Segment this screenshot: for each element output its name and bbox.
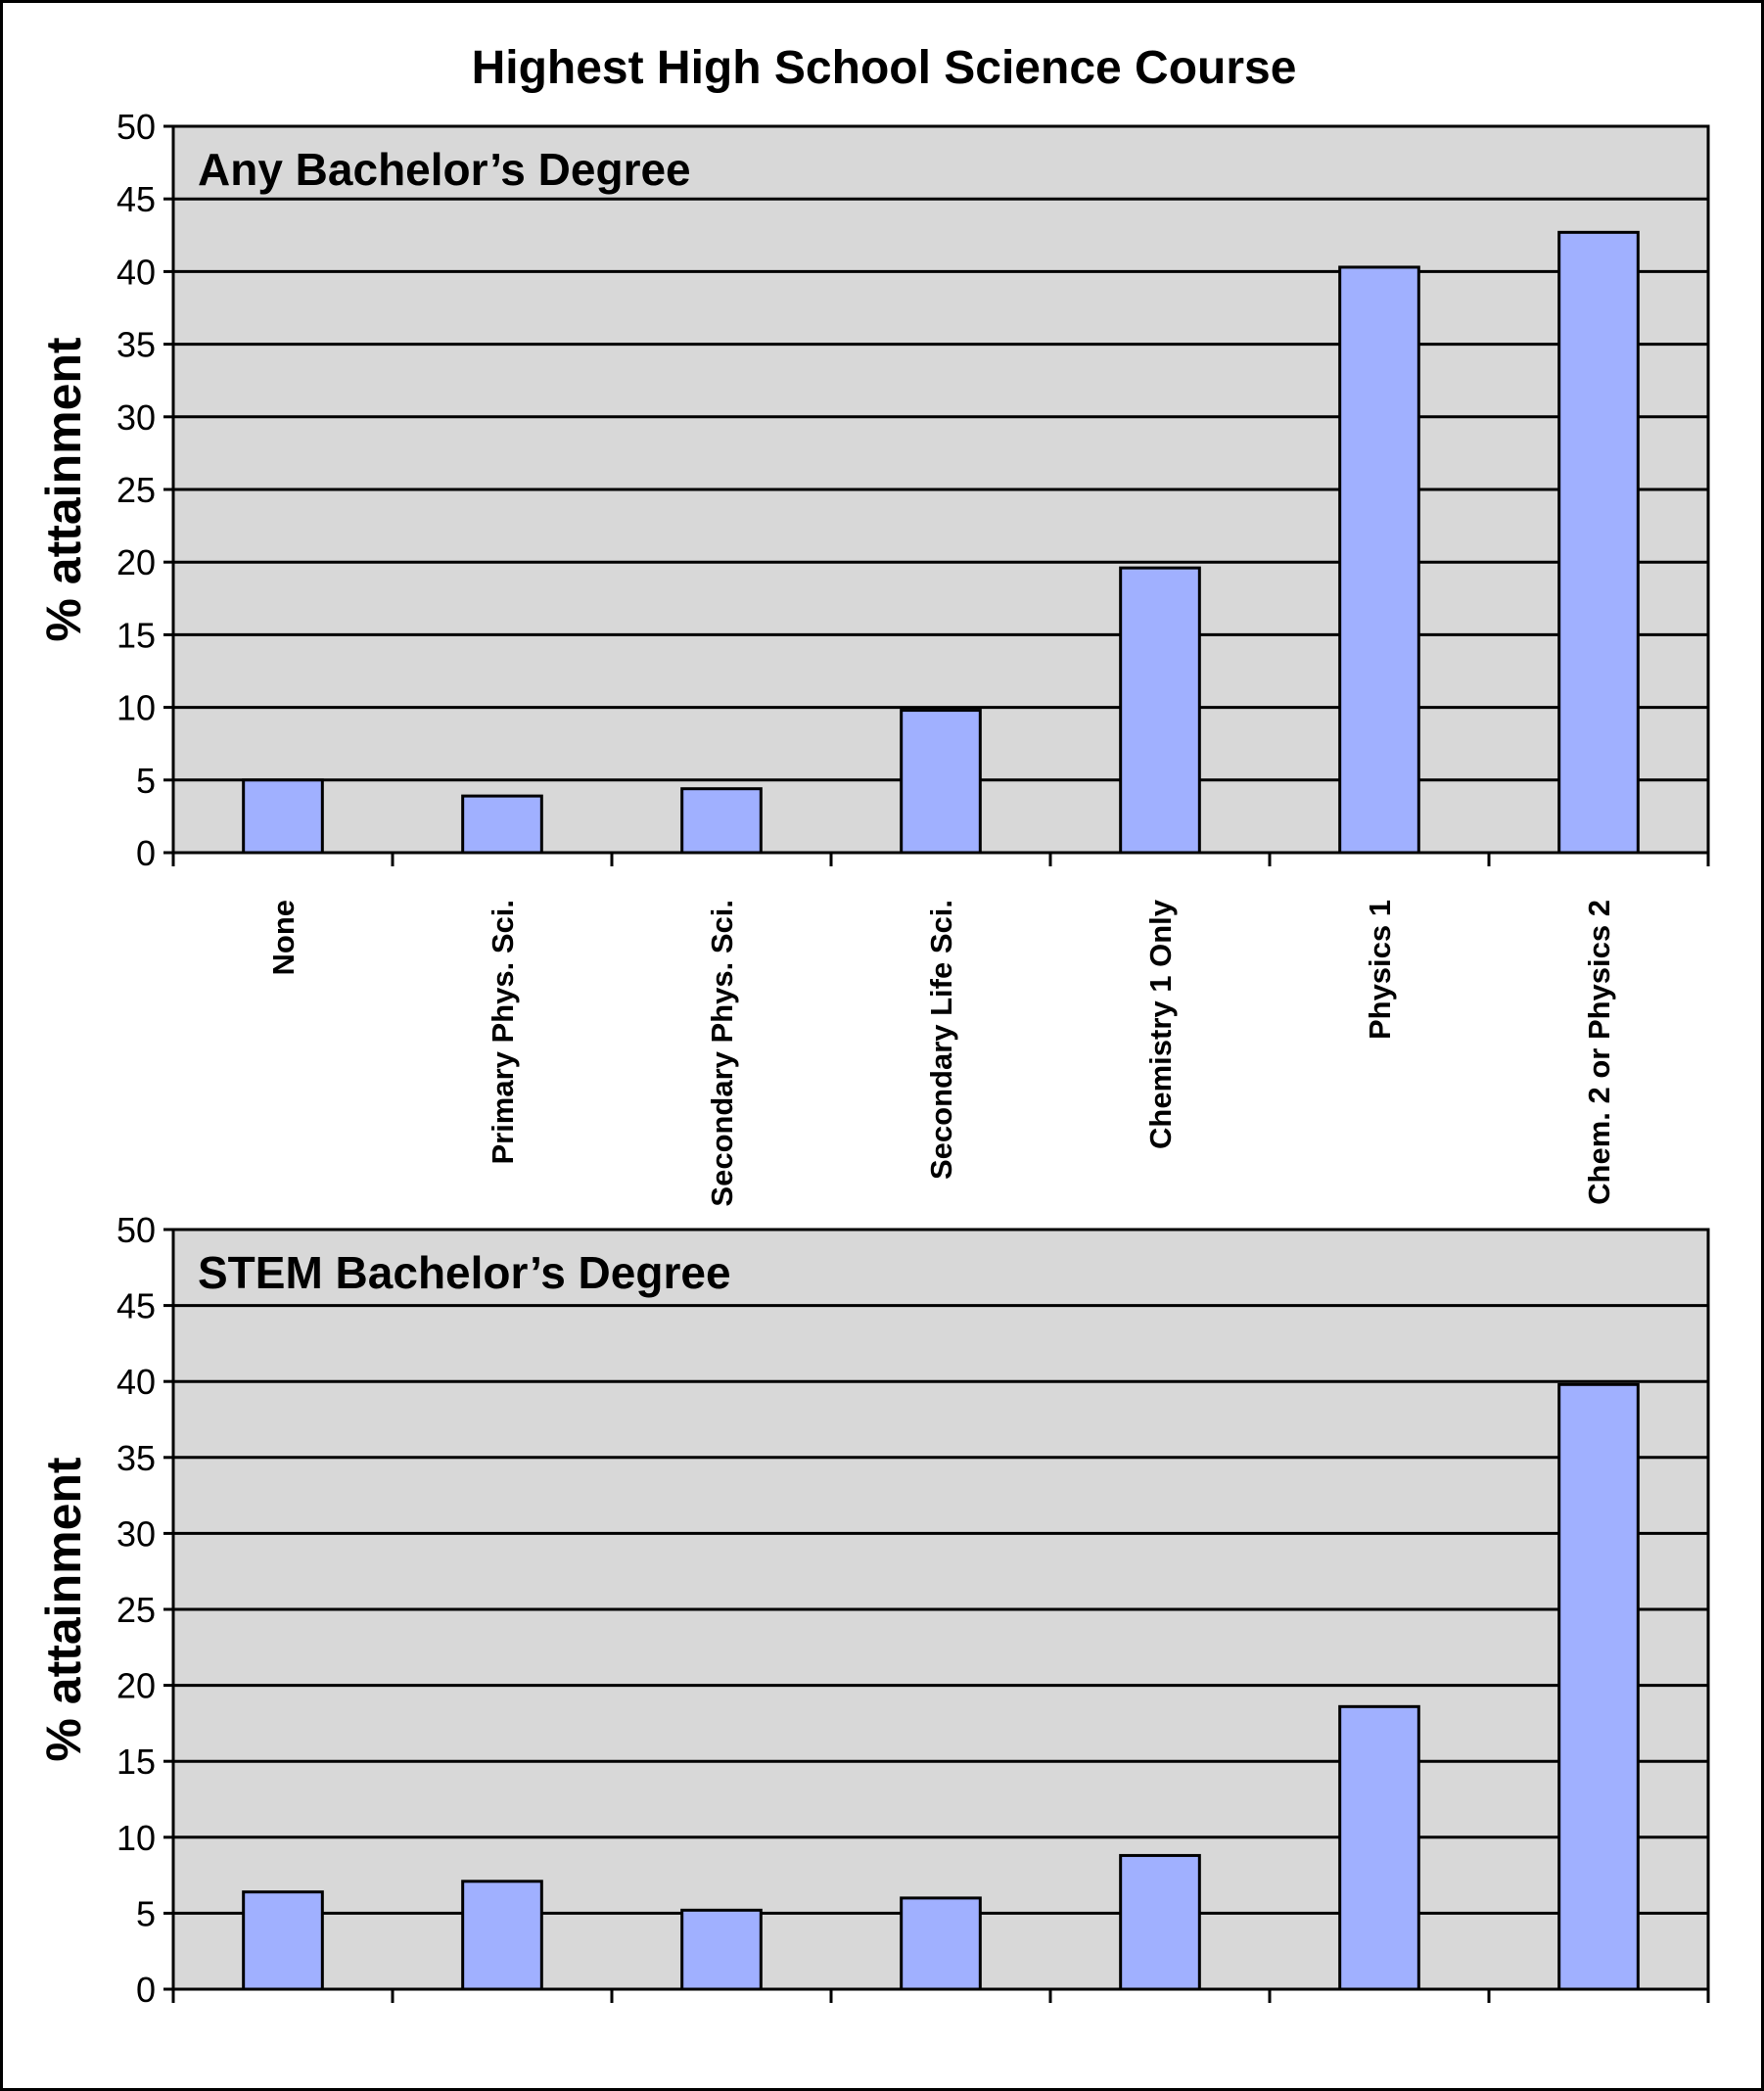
category-label-secondary-life-sci: Secondary Life Sci. [924, 900, 958, 1180]
bar-secondary-phys-sci [680, 787, 763, 855]
chart-title: Highest High School Science Course [472, 42, 1297, 94]
panel-any-bachelors: 0 5 10 15 20 25 30 35 40 45 50 Any Bachelor’s Degre… [36, 107, 1710, 1207]
bar-physics-1 [1338, 1704, 1420, 1991]
y-tick-label: 40 [116, 252, 156, 292]
y-tick-label: 0 [136, 1970, 156, 2010]
category-label-chem-2-or-physics-2: Chem. 2 or Physics 2 [1582, 900, 1616, 1205]
y-tick-label: 15 [116, 1742, 156, 1782]
category-label-primary-phys-sci: Primary Phys. Sci. [486, 900, 520, 1165]
bar-chemistry-1-only [1119, 1853, 1201, 1991]
y-tick-label: 20 [116, 542, 156, 582]
bar-secondary-life-sci [900, 1896, 982, 1991]
y-tick-label: 35 [116, 1438, 156, 1478]
y-tick-label: 25 [116, 1590, 156, 1630]
panel-label: Any Bachelor’s Degree [198, 144, 691, 195]
y-tick-label: 5 [136, 761, 156, 801]
y-axis-label: % attainment [36, 337, 91, 642]
y-tick-label: 0 [136, 833, 156, 873]
y-tick-label: 5 [136, 1893, 156, 1933]
panel-label: STEM Bachelor’s Degree [198, 1247, 731, 1298]
y-tick-label: 50 [116, 107, 156, 147]
y-tick-label: 50 [116, 1210, 156, 1250]
bar-chem-2-or-physics-2 [1557, 230, 1640, 855]
bar-none [242, 1890, 324, 1991]
y-tick-label: 20 [116, 1666, 156, 1706]
panel-stem-bachelors: 0 5 10 15 20 25 30 35 40 45 50 STEM Bachelor’s Degr… [36, 1210, 1710, 2010]
y-tick-label: 45 [116, 179, 156, 219]
y-tick-label: 10 [116, 688, 156, 728]
category-label-physics-1: Physics 1 [1363, 900, 1397, 1040]
bar-primary-phys-sci [461, 794, 543, 855]
category-label-secondary-phys-sci: Secondary Phys. Sci. [705, 900, 739, 1207]
chart-figure: Highest High School Science Course 0 5 10 1… [36, 42, 1710, 2010]
bar-secondary-life-sci [900, 709, 982, 855]
bar-none [242, 778, 324, 855]
y-tick-label: 30 [116, 397, 156, 438]
y-tick-label: 30 [116, 1513, 156, 1554]
y-tick-label: 15 [116, 615, 156, 655]
category-label-chemistry-1-only: Chemistry 1 Only [1143, 899, 1178, 1149]
bar-secondary-phys-sci [680, 1908, 763, 1991]
bar-chem-2-or-physics-2 [1557, 1382, 1640, 1991]
y-tick-label: 45 [116, 1286, 156, 1326]
y-axis-label: % attainment [36, 1457, 91, 1762]
y-tick-label: 25 [116, 470, 156, 510]
bar-physics-1 [1338, 265, 1420, 855]
bar-primary-phys-sci [461, 1880, 543, 1991]
y-tick-label: 10 [116, 1818, 156, 1858]
bar-chemistry-1-only [1119, 566, 1201, 855]
y-tick-label: 40 [116, 1362, 156, 1402]
y-tick-label: 35 [116, 325, 156, 365]
category-label-none: None [266, 900, 301, 976]
